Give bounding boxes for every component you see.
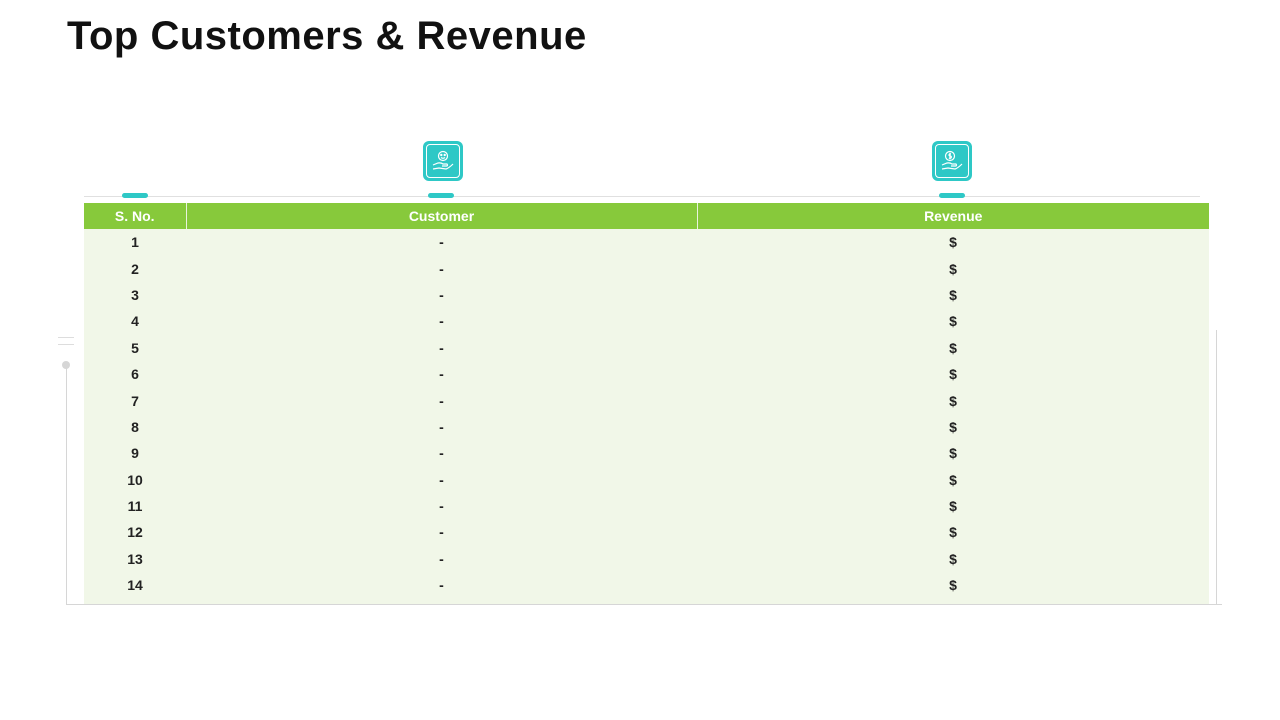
column-marker xyxy=(122,193,148,198)
cell-sno: 11 xyxy=(84,492,186,520)
table-row: 12- $ xyxy=(84,519,1209,546)
table-header-row: S. No. Customer Revenue xyxy=(84,203,1209,229)
page-title: Top Customers & Revenue xyxy=(67,14,587,58)
cell-revenue: $ xyxy=(697,255,1209,282)
cell-revenue: $ xyxy=(697,466,1209,493)
cell-sno: 6 xyxy=(84,360,186,388)
cell-sno: 10 xyxy=(84,466,186,493)
table-row: 4- $ xyxy=(84,308,1209,335)
cell-revenue: $ xyxy=(697,360,1209,388)
cell-sno: 8 xyxy=(84,413,186,441)
cell-customer: - xyxy=(186,413,697,441)
decor-line xyxy=(58,337,74,338)
header-customer: Customer xyxy=(186,203,698,229)
frame-border-left xyxy=(66,366,67,604)
cell-customer: - xyxy=(186,466,697,493)
cell-customer: - xyxy=(186,440,697,467)
decor-dot xyxy=(62,361,70,369)
table-row: 14- $ xyxy=(84,572,1209,605)
customer-hand-icon xyxy=(423,141,463,181)
cell-revenue: $ xyxy=(697,334,1209,361)
table-row: 3- $ xyxy=(84,281,1209,309)
cell-customer: - xyxy=(186,360,697,388)
column-marker xyxy=(939,193,965,198)
cell-sno: 4 xyxy=(84,308,186,335)
cell-customer: - xyxy=(186,255,697,282)
table-row: 1- $ xyxy=(84,229,1209,256)
decor-line xyxy=(58,344,74,345)
cell-customer: - xyxy=(186,281,697,309)
table-row: 2- $ xyxy=(84,255,1209,282)
cell-customer: - xyxy=(186,492,697,520)
cell-sno: 3 xyxy=(84,281,186,309)
cell-sno: 7 xyxy=(84,387,186,414)
header-sno: S. No. xyxy=(84,203,187,229)
cell-sno: 9 xyxy=(84,440,186,467)
cell-sno: 14 xyxy=(84,572,186,605)
cell-customer: - xyxy=(186,334,697,361)
cell-customer: - xyxy=(186,545,697,573)
frame-border-top xyxy=(84,196,1200,197)
frame-border-right xyxy=(1216,330,1217,605)
cell-revenue: $ xyxy=(697,519,1209,546)
column-marker xyxy=(428,193,454,198)
table-row: 10- $ xyxy=(84,466,1209,493)
cell-sno: 1 xyxy=(84,229,186,256)
cell-sno: 13 xyxy=(84,545,186,573)
table-row: 8- $ xyxy=(84,413,1209,441)
cell-sno: 12 xyxy=(84,519,186,546)
cell-sno: 5 xyxy=(84,334,186,361)
cell-revenue: $ xyxy=(697,440,1209,467)
cell-revenue: $ xyxy=(697,572,1209,605)
table-row: 6- $ xyxy=(84,360,1209,388)
header-revenue: Revenue xyxy=(697,203,1209,229)
table-row: 5- $ xyxy=(84,334,1209,361)
cell-revenue: $ xyxy=(697,281,1209,309)
frame-border-bottom xyxy=(66,604,1222,605)
table-row: 9- $ xyxy=(84,440,1209,467)
cell-customer: - xyxy=(186,308,697,335)
cell-revenue: $ xyxy=(697,229,1209,256)
table-row: 7- $ xyxy=(84,387,1209,414)
cell-customer: - xyxy=(186,519,697,546)
cell-customer: - xyxy=(186,572,697,605)
cell-customer: - xyxy=(186,387,697,414)
cell-revenue: $ xyxy=(697,387,1209,414)
cell-customer: - xyxy=(186,229,697,256)
customers-revenue-table: S. No. Customer Revenue 1- $ 2- $ 3- $ 4- $ … xyxy=(84,203,1209,605)
cell-revenue: $ xyxy=(697,545,1209,573)
cell-revenue: $ xyxy=(697,308,1209,335)
cell-sno: 2 xyxy=(84,255,186,282)
table-row: 13- $ xyxy=(84,545,1209,573)
cell-revenue: $ xyxy=(697,492,1209,520)
table-row: 11- $ xyxy=(84,492,1209,520)
cell-revenue: $ xyxy=(697,413,1209,441)
money-hand-icon xyxy=(932,141,972,181)
